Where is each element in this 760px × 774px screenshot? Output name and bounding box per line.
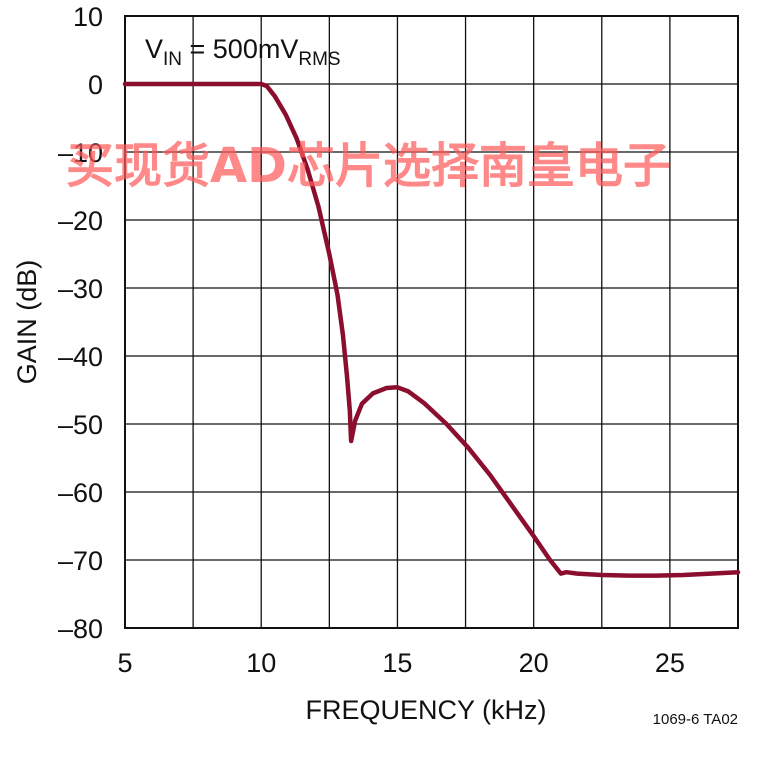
y-tick-label: –70 bbox=[58, 546, 103, 576]
x-tick-label: 25 bbox=[655, 648, 685, 678]
x-tick-label: 10 bbox=[246, 648, 276, 678]
plot-frame bbox=[124, 15, 739, 629]
gain-curve bbox=[122, 81, 741, 578]
y-tick-label: –40 bbox=[58, 342, 103, 372]
y-tick-label: 0 bbox=[88, 70, 103, 100]
y-tick-label: –30 bbox=[58, 274, 103, 304]
grid bbox=[124, 15, 738, 629]
vin-annotation: VIN = 500mVRMS bbox=[145, 34, 341, 70]
y-tick-label: –20 bbox=[58, 206, 103, 236]
x-tick-labels: 5 10 15 20 25 bbox=[117, 648, 684, 678]
x-axis-title: FREQUENCY (kHz) bbox=[305, 695, 546, 725]
x-tick-label: 20 bbox=[519, 648, 549, 678]
y-tick-label: –50 bbox=[58, 410, 103, 440]
annot-sub-in: IN bbox=[163, 49, 182, 70]
series-layer bbox=[122, 81, 741, 578]
annot-sub-rms: RMS bbox=[298, 49, 340, 70]
watermark: 买现货AD芯片选择南皇电子 bbox=[66, 138, 671, 194]
y-tick-label: –80 bbox=[58, 614, 103, 644]
y-tick-labels: 10 0 –10 –20 –30 –40 –50 –60 –70 –80 bbox=[58, 2, 103, 644]
y-axis-title: GAIN (dB) bbox=[12, 260, 42, 385]
y-tick-label: –60 bbox=[58, 478, 103, 508]
x-tick-label: 5 bbox=[117, 648, 132, 678]
y-tick-label: –10 bbox=[58, 138, 103, 168]
x-tick-label: 15 bbox=[382, 648, 412, 678]
annot-middle: = 500mV bbox=[182, 34, 298, 64]
y-tick-label: 10 bbox=[73, 2, 103, 32]
figure-id: 1069-6 TA02 bbox=[653, 711, 738, 728]
annot-v: V bbox=[145, 34, 163, 64]
